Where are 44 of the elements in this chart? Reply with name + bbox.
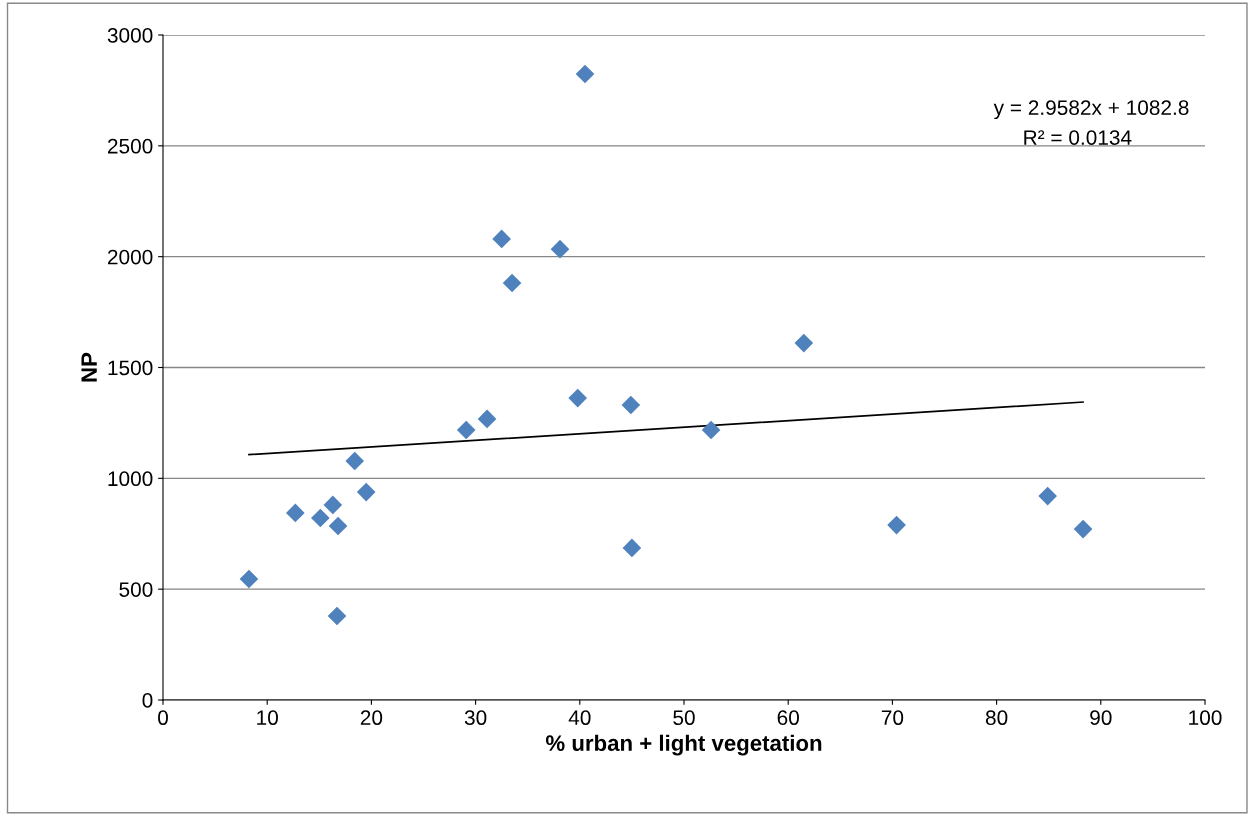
point (327, 606, 347, 626)
point (311, 508, 330, 528)
x-tick-label: 90 (1090, 710, 1112, 726)
x-tick-label: 80 (985, 710, 1008, 726)
point (456, 420, 476, 440)
point (356, 482, 376, 502)
point (286, 503, 305, 523)
point (345, 451, 365, 471)
point (492, 229, 511, 249)
y-axis-title: NP (81, 352, 97, 382)
x-tick-label: 30 (464, 710, 487, 726)
point (239, 569, 259, 589)
x-tick-label: 40 (568, 710, 591, 726)
point (701, 420, 721, 440)
point (1073, 519, 1093, 539)
point (323, 495, 343, 515)
x-tick-label: 50 (673, 710, 695, 726)
y-tick-label: 1000 (108, 471, 153, 487)
point (622, 538, 642, 558)
point (1038, 486, 1057, 506)
point (794, 333, 814, 353)
x-tick-label: 60 (777, 710, 799, 726)
point (621, 395, 641, 415)
y-tick-label: 3000 (107, 28, 153, 43)
point (575, 64, 595, 84)
point (328, 516, 348, 536)
y-tick-label: 2000 (107, 249, 153, 265)
y-tick-label: 0 (142, 693, 153, 708)
y-tick-label: 500 (119, 582, 153, 597)
point (568, 388, 588, 408)
x-tick-label: 0 (158, 710, 168, 726)
y-tick-label: 1500 (108, 360, 153, 376)
point (477, 409, 497, 429)
point (502, 273, 522, 293)
y-tick-label: 2500 (107, 138, 153, 154)
x-tick-label: 70 (881, 710, 904, 726)
point (887, 515, 906, 535)
annotation: R² = 0.0134 (1024, 130, 1132, 145)
x-tick-label: 10 (257, 710, 278, 726)
x-tick-label: 20 (360, 710, 383, 726)
point (550, 239, 570, 259)
x-axis-title: % urban + light vegetation (545, 734, 822, 756)
annotation: y = 2.9582x + 1082.8 (993, 100, 1189, 120)
x-tick-label: 100 (1189, 710, 1222, 726)
